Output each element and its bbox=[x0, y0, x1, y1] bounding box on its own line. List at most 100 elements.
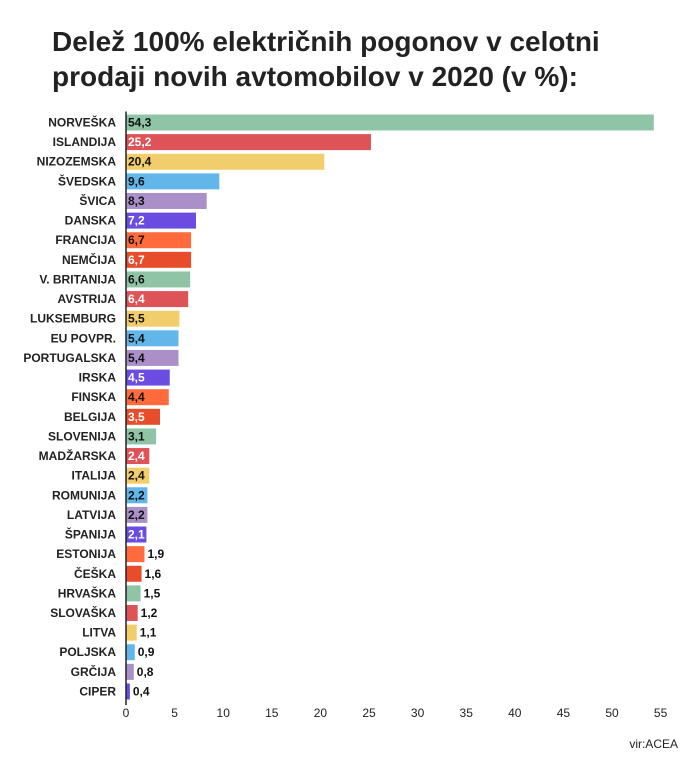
category-label: IRSKA bbox=[79, 371, 117, 385]
value-label: 7,2 bbox=[128, 214, 145, 228]
category-label: NIZOZEMSKA bbox=[37, 155, 117, 169]
value-label: 1,9 bbox=[147, 547, 164, 561]
bar bbox=[126, 644, 135, 661]
category-label: GRČIJA bbox=[71, 664, 117, 679]
x-tick-label: 50 bbox=[605, 706, 619, 720]
category-label: LUKSEMBURG bbox=[30, 312, 116, 326]
category-label: PORTUGALSKA bbox=[23, 351, 116, 365]
bar bbox=[126, 428, 157, 445]
value-label: 5,5 bbox=[128, 312, 145, 326]
bar bbox=[126, 506, 148, 523]
x-tick-label: 20 bbox=[314, 706, 328, 720]
bar bbox=[126, 448, 150, 465]
x-tick-label: 25 bbox=[362, 706, 376, 720]
x-tick-label: 45 bbox=[557, 706, 571, 720]
category-label: MADŽARSKA bbox=[39, 448, 117, 463]
value-label: 0,9 bbox=[138, 645, 155, 659]
value-label: 9,6 bbox=[128, 174, 145, 188]
category-label: CIPER bbox=[79, 684, 116, 698]
x-tick-label: 0 bbox=[123, 706, 130, 720]
category-label: DANSKA bbox=[65, 214, 117, 228]
value-label: 1,6 bbox=[145, 567, 162, 581]
x-tick-label: 55 bbox=[654, 706, 668, 720]
category-label: SLOVENIJA bbox=[48, 429, 116, 443]
category-label: ŠVICA bbox=[79, 193, 116, 208]
bar bbox=[126, 330, 179, 347]
bar bbox=[126, 663, 134, 680]
category-label: V. BRITANIJA bbox=[39, 272, 116, 286]
value-label: 4,4 bbox=[128, 390, 145, 404]
value-label: 20,4 bbox=[128, 155, 152, 169]
bar bbox=[126, 683, 130, 700]
value-label: 0,4 bbox=[133, 684, 150, 698]
bar bbox=[126, 526, 147, 543]
category-label: ISLANDIJA bbox=[53, 135, 117, 149]
bar bbox=[126, 173, 220, 190]
bar bbox=[126, 251, 192, 268]
category-label: ITALIJA bbox=[72, 469, 117, 483]
bar bbox=[126, 153, 325, 170]
bar bbox=[126, 605, 138, 621]
category-label: SLOVAŠKA bbox=[50, 605, 116, 620]
value-label: 6,7 bbox=[128, 233, 145, 247]
value-label: 54,3 bbox=[128, 116, 152, 130]
value-label: 5,4 bbox=[128, 331, 145, 345]
category-label: FRANCIJA bbox=[55, 233, 116, 247]
bar bbox=[126, 565, 142, 582]
x-tick-label: 40 bbox=[508, 706, 522, 720]
value-label: 6,6 bbox=[128, 272, 145, 286]
bar bbox=[126, 134, 371, 151]
category-label: ŠPANIJA bbox=[65, 527, 116, 542]
bar bbox=[126, 624, 137, 641]
chart-title: Delež 100% električnih pogonov v celotni… bbox=[52, 26, 600, 92]
source-note: vir:ACEA bbox=[629, 737, 678, 751]
value-label: 0,8 bbox=[137, 665, 154, 679]
bar bbox=[126, 114, 654, 131]
x-tick-label: 30 bbox=[411, 706, 425, 720]
bar bbox=[126, 467, 150, 484]
bar bbox=[126, 232, 192, 249]
x-tick-label: 5 bbox=[171, 706, 178, 720]
bar bbox=[126, 585, 141, 602]
x-axis: 0 5 10 15 20 25 30 35 40 45 50 55 bbox=[123, 111, 668, 720]
value-label: 5,4 bbox=[128, 351, 145, 365]
bar bbox=[126, 310, 180, 327]
category-label: ESTONIJA bbox=[56, 547, 116, 561]
bar bbox=[126, 192, 207, 209]
bar bbox=[126, 389, 169, 406]
category-label: FINSKA bbox=[71, 390, 116, 404]
value-label: 8,3 bbox=[128, 194, 145, 208]
value-label: 3,1 bbox=[128, 429, 145, 443]
value-label: 2,4 bbox=[128, 469, 145, 483]
value-label: 6,7 bbox=[128, 253, 145, 267]
category-label: ČEŠKA bbox=[74, 566, 116, 581]
bar bbox=[126, 212, 196, 229]
category-label: LATVIJA bbox=[67, 508, 116, 522]
value-label: 25,2 bbox=[128, 135, 152, 149]
category-label: HRVAŠKA bbox=[58, 585, 117, 600]
category-label: AVSTRIJA bbox=[58, 292, 117, 306]
value-label: 1,5 bbox=[144, 586, 161, 600]
value-label: 4,5 bbox=[128, 371, 145, 385]
bar bbox=[126, 271, 191, 288]
bar bbox=[126, 369, 170, 386]
x-tick-label: 15 bbox=[265, 706, 279, 720]
bars-group: NORVEŠKA 54,3 ISLANDIJA 25,2 NIZOZEMSKA 20,4 Š… bbox=[23, 114, 654, 700]
category-label: NORVEŠKA bbox=[48, 115, 116, 130]
bar bbox=[126, 408, 161, 425]
x-tick-label: 35 bbox=[460, 706, 474, 720]
bar bbox=[126, 291, 189, 308]
category-label: BELGIJA bbox=[64, 410, 116, 424]
value-label: 1,2 bbox=[141, 606, 158, 620]
category-label: EU POVPR. bbox=[51, 331, 116, 345]
category-label: LITVA bbox=[82, 626, 116, 640]
category-label: POLJSKA bbox=[59, 645, 116, 659]
bar bbox=[126, 546, 145, 563]
category-label: ROMUNIJA bbox=[52, 488, 116, 502]
x-tick-label: 10 bbox=[217, 706, 231, 720]
value-label: 2,1 bbox=[128, 528, 145, 542]
value-label: 2,4 bbox=[128, 449, 145, 463]
value-label: 6,4 bbox=[128, 292, 145, 306]
bar bbox=[126, 487, 148, 504]
